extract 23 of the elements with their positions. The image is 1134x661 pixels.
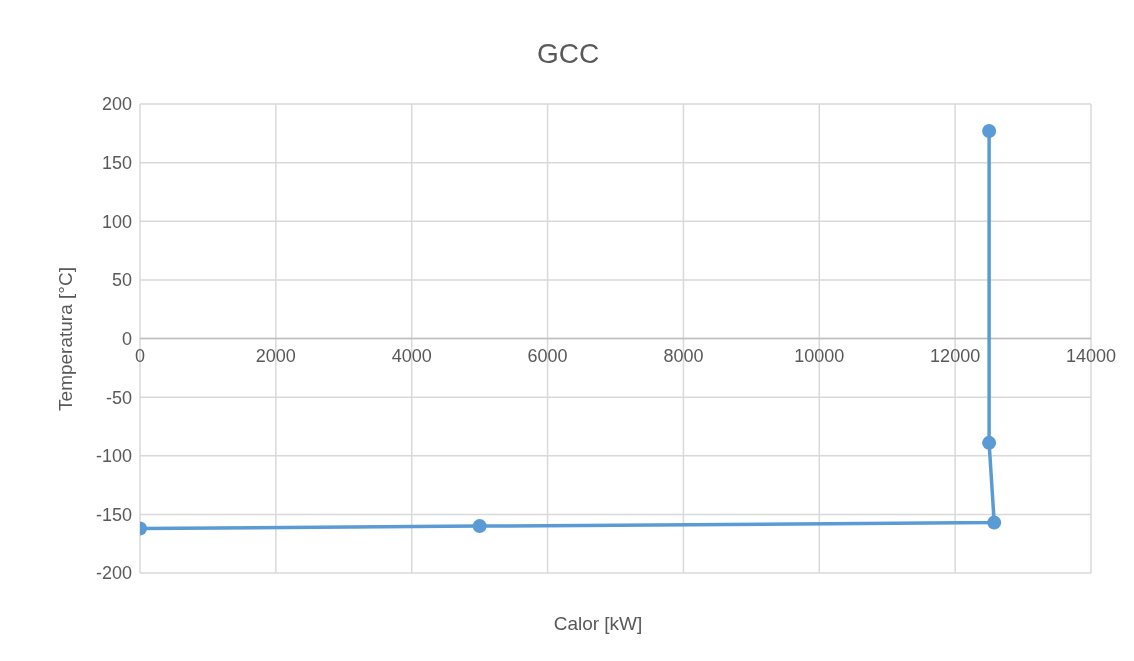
y-tick-label: -150 <box>95 504 132 525</box>
x-tick-label: 4000 <box>391 346 432 366</box>
x-tick-label: 2000 <box>255 346 296 366</box>
y-tick-label: 100 <box>101 211 132 232</box>
x-tick-label: 12000 <box>930 346 981 366</box>
y-tick-label: 0 <box>121 328 132 349</box>
x-tick-label: 0 <box>134 346 146 366</box>
y-tick-label: -50 <box>105 387 132 408</box>
y-tick-label: 150 <box>101 153 132 174</box>
point <box>982 123 997 138</box>
x-axis-title: Calor [kW] <box>552 613 644 635</box>
point <box>982 435 997 450</box>
y-tick-label: 200 <box>101 94 132 115</box>
x-tick-label: 8000 <box>663 346 704 366</box>
y-axis-title: Temperatura [°C] <box>55 267 77 411</box>
x-tick-label: 6000 <box>527 346 568 366</box>
x-tick-label: 14000 <box>1065 346 1117 366</box>
x-tick-label: 10000 <box>794 346 845 366</box>
y-tick-label: -200 <box>95 563 132 584</box>
chart-title: GCC <box>535 38 601 70</box>
point <box>987 515 1002 530</box>
y-tick-label: 50 <box>111 270 132 291</box>
y-tick-label: -100 <box>95 446 132 467</box>
